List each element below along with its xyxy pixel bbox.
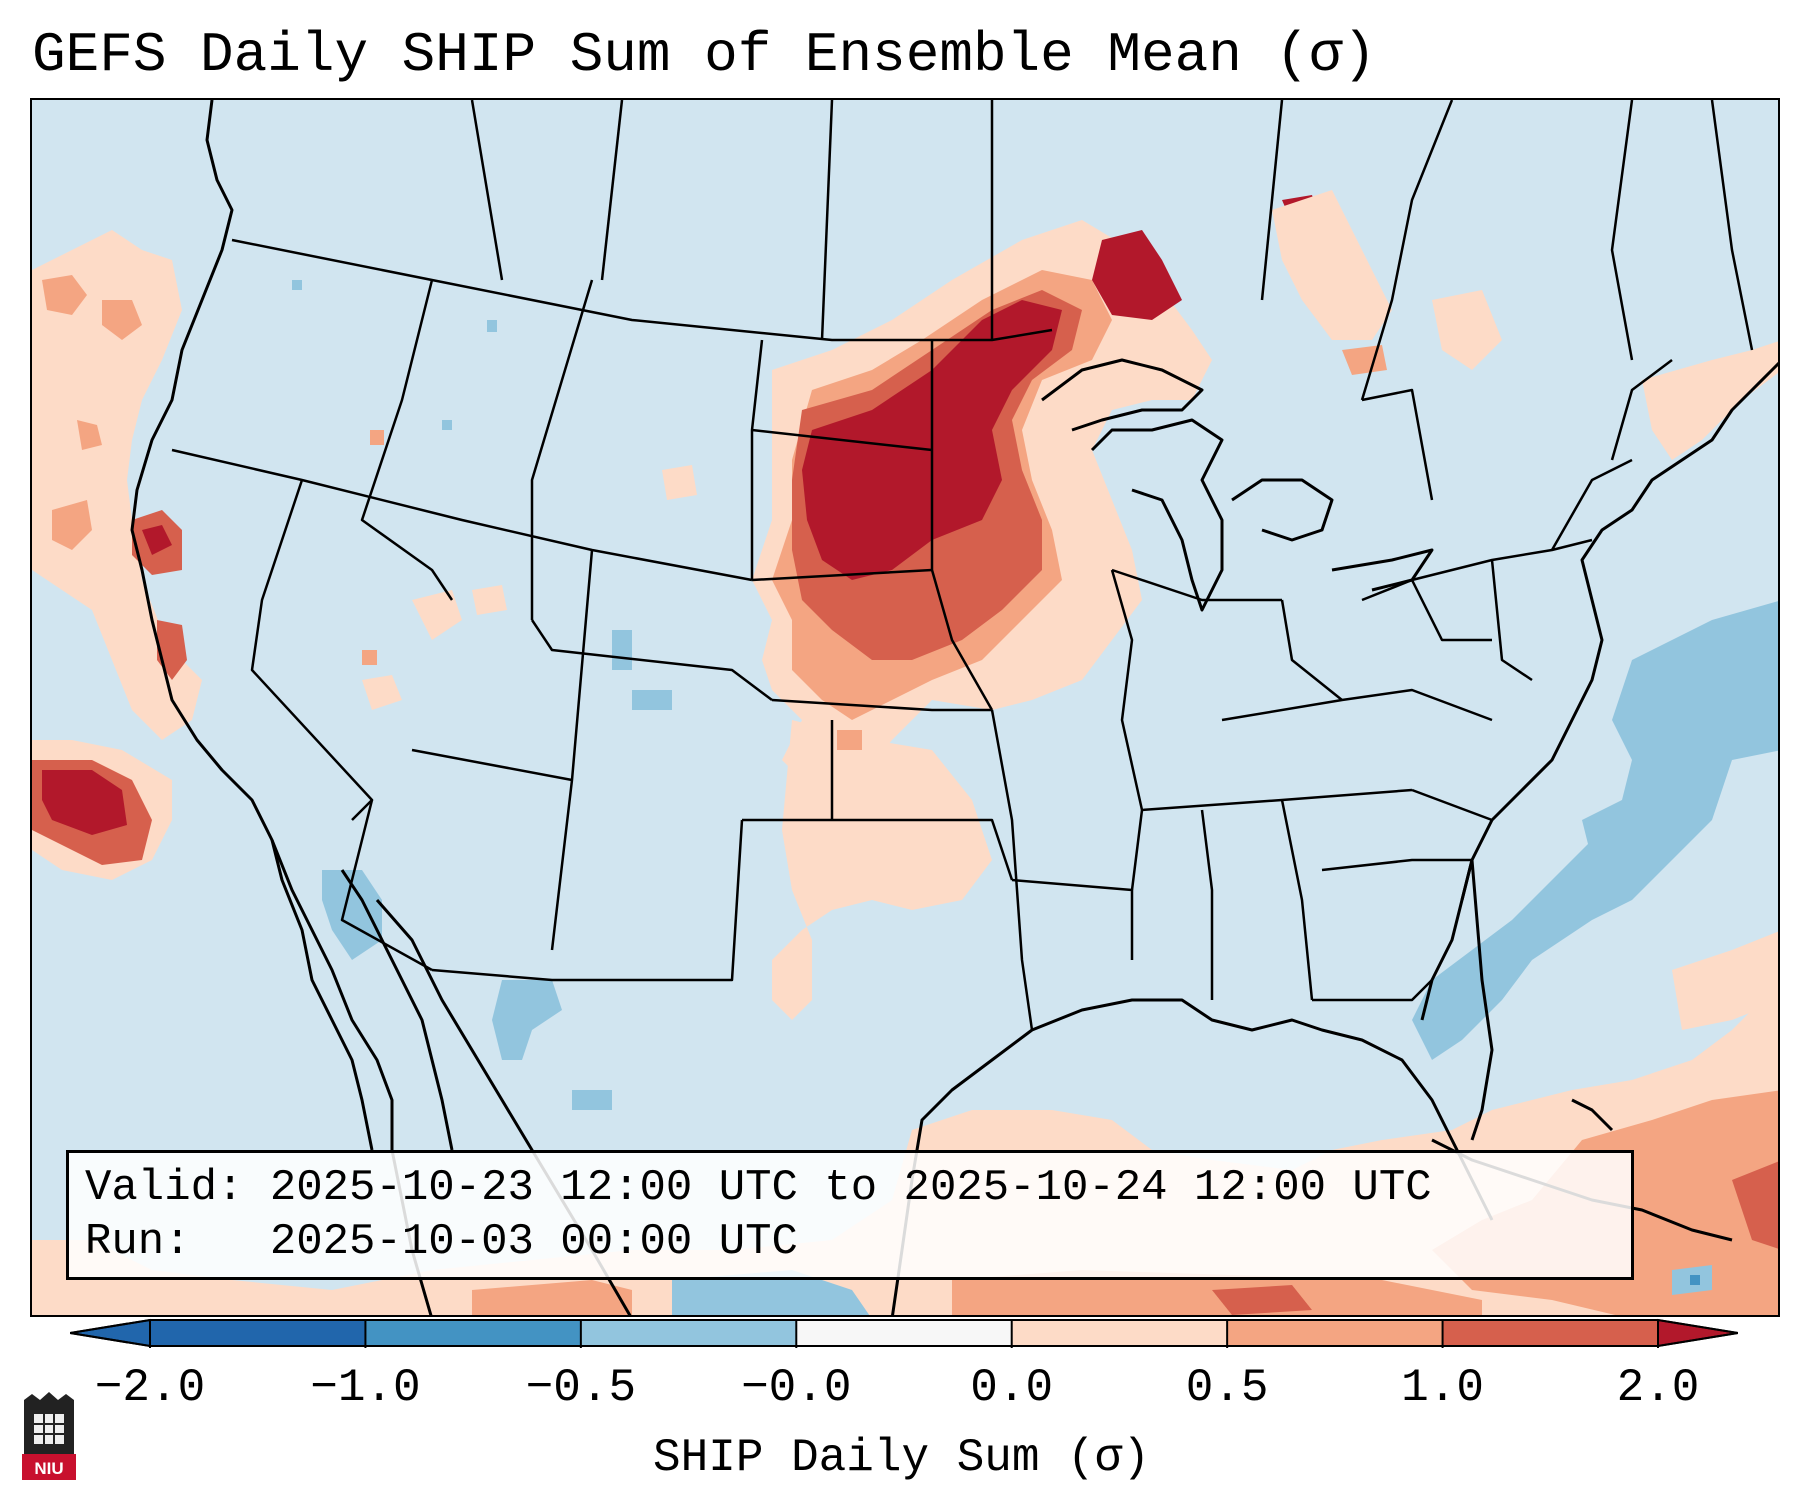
valid-value: 2025-10-23 12:00 UTC to 2025-10-24 12:00… (269, 1163, 1432, 1213)
valid-label: Valid: (85, 1163, 244, 1213)
map-panel (30, 98, 1780, 1317)
colorbar (70, 1318, 1738, 1348)
state-boundaries (171, 100, 1754, 1031)
colorbar-tick-label: −0.5 (525, 1362, 637, 1414)
colorbar-tick-label: 0.5 (1185, 1362, 1269, 1414)
logo-text: NIU (34, 1459, 63, 1478)
valid-line: Valid: 2025-10-23 12:00 UTC to 2025-10-2… (85, 1161, 1617, 1215)
colorbar-tick-label: 1.0 (1401, 1362, 1484, 1414)
colorbar-tick-label: 0.0 (970, 1362, 1054, 1414)
colorbar-under-triangle (70, 1318, 151, 1348)
colorbar-label: SHIP Daily Sum (σ) (653, 1432, 1150, 1484)
colorbar-segment (1227, 1320, 1443, 1346)
colorbar-segments (150, 1320, 1658, 1346)
colorbar-segment (365, 1320, 581, 1346)
colorbar-segment (1011, 1320, 1228, 1346)
run-line: Run: 2025-10-03 00:00 UTC (85, 1215, 1617, 1269)
page-title: GEFS Daily SHIP Sum of Ensemble Mean (σ) (32, 23, 1377, 87)
colorbar-over-triangle (1657, 1318, 1738, 1348)
run-label: Run: (85, 1217, 191, 1267)
run-value: 2025-10-03 00:00 UTC (269, 1217, 798, 1267)
colorbar-segment (580, 1320, 797, 1346)
colorbar-tick-label: −1.0 (310, 1362, 421, 1414)
map-canvas (32, 100, 1778, 1315)
colorbar-tick-label: 2.0 (1616, 1362, 1700, 1414)
colorbar-tick-label: −0.0 (741, 1362, 852, 1414)
niu-logo: NIU (22, 1392, 76, 1480)
colorbar-segment (150, 1320, 366, 1346)
colorbar-segment (1442, 1320, 1658, 1346)
colorbar-tick-marks (70, 1319, 1738, 1348)
colorbar-tick-label: −2.0 (94, 1362, 206, 1414)
coastlines (130, 100, 1778, 1315)
valid-run-info-box: Valid: 2025-10-23 12:00 UTC to 2025-10-2… (66, 1150, 1634, 1280)
colorbar-segment (796, 1320, 1012, 1346)
logo-banner (22, 1454, 76, 1480)
